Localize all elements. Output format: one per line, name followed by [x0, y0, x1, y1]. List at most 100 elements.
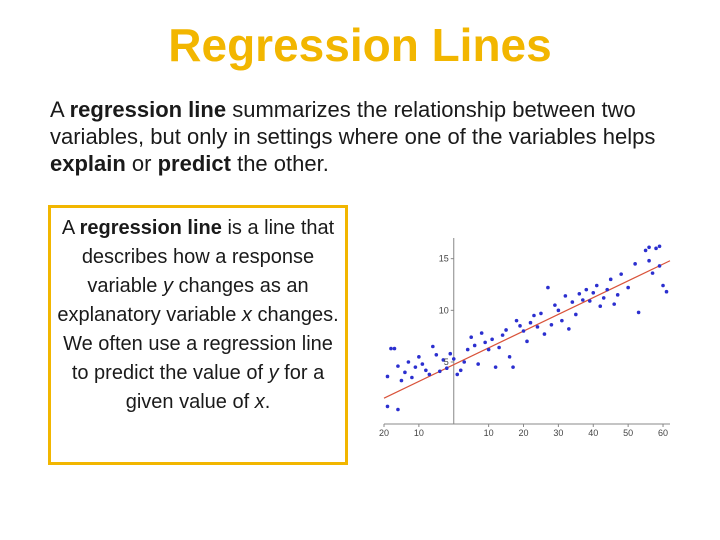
data-point	[507, 355, 512, 359]
data-point	[612, 302, 616, 306]
y-tick-label: 15	[439, 254, 449, 264]
def-var-x: x	[254, 391, 265, 413]
intro-text: summarizes the relationship between two …	[50, 97, 656, 149]
data-point	[406, 360, 411, 364]
data-point	[420, 362, 425, 366]
data-point	[448, 351, 453, 356]
y-tick-label: 10	[439, 305, 449, 315]
prediction-paragraph: We often use a regression line to predic…	[57, 330, 339, 417]
data-point	[434, 352, 439, 357]
data-point	[528, 320, 533, 325]
data-point	[518, 324, 522, 328]
data-point	[584, 287, 589, 292]
data-point	[591, 290, 596, 295]
definition-paragraph: A regression line is a line that describ…	[57, 214, 339, 330]
data-point	[643, 248, 648, 253]
data-point	[657, 244, 662, 249]
intro-paragraph: A regression line summarizes the relatio…	[50, 96, 690, 177]
data-point	[476, 362, 480, 366]
data-point	[424, 368, 428, 373]
x-tick-label: 40	[588, 428, 598, 438]
data-point	[451, 357, 456, 361]
data-point	[493, 365, 498, 369]
data-point	[396, 364, 400, 368]
scatter-plot: 20 10 10 20 30 40 50 60 5 10 15	[379, 238, 671, 438]
tick-labels: 20 10 10 20 30 40 50 60 5 10 15	[379, 254, 668, 438]
data-point	[403, 370, 407, 375]
def-text: is a line that describes how a response …	[81, 217, 335, 297]
data-point	[608, 277, 613, 282]
x-tick-label: 20	[519, 428, 529, 438]
data-point	[664, 289, 669, 294]
data-point	[465, 347, 470, 352]
data-point	[532, 313, 536, 318]
x-tick-label: 20	[379, 428, 389, 438]
data-point	[417, 355, 421, 359]
data-point	[385, 374, 390, 379]
data-point	[490, 337, 494, 342]
data-point	[539, 311, 543, 316]
data-point	[577, 292, 582, 296]
data-point	[392, 346, 397, 351]
def-var-y: y	[162, 275, 173, 297]
data-point	[560, 318, 564, 323]
data-point	[574, 312, 578, 317]
intro-bold-predict: predict	[157, 151, 231, 176]
data-point	[563, 294, 568, 298]
data-point	[535, 325, 540, 329]
data-point	[462, 360, 467, 364]
data-points	[385, 244, 669, 412]
data-point	[546, 285, 550, 290]
data-point	[500, 333, 505, 337]
data-point	[472, 343, 477, 348]
data-point	[647, 258, 651, 263]
def-text: A	[61, 217, 80, 239]
regression-line-layer	[383, 260, 671, 399]
def-text: changes as an explanatory variable	[57, 275, 309, 326]
data-point	[410, 375, 414, 380]
y-tick-label: 5	[444, 357, 449, 367]
x-tick-label: 50	[623, 428, 633, 438]
data-point	[504, 328, 508, 332]
x-tick-label: 10	[414, 428, 424, 438]
data-point	[438, 369, 442, 374]
data-point	[525, 339, 529, 344]
data-point	[661, 283, 665, 288]
intro-bold-term: regression line	[69, 97, 227, 122]
data-point	[542, 332, 547, 336]
def-text: We often use a regression line to predic…	[63, 333, 333, 384]
data-point	[511, 365, 515, 369]
data-point	[469, 335, 473, 339]
data-point	[441, 358, 446, 362]
data-point	[413, 365, 418, 369]
x-tick-label: 10	[484, 428, 494, 438]
intro-text: the other.	[230, 151, 329, 176]
data-point	[567, 327, 571, 331]
data-point	[389, 346, 393, 351]
data-point	[479, 331, 484, 335]
data-point	[647, 245, 651, 250]
data-point	[399, 378, 404, 383]
data-point	[385, 404, 390, 409]
x-tick-label: 30	[553, 428, 563, 438]
data-point	[427, 372, 432, 377]
data-point	[486, 347, 491, 352]
data-point	[654, 246, 658, 251]
def-bold-term: regression line	[79, 217, 222, 239]
data-point	[615, 293, 620, 297]
data-point	[605, 287, 610, 292]
data-point	[598, 304, 603, 308]
data-point	[633, 262, 637, 266]
data-point	[396, 407, 400, 412]
data-point	[636, 310, 641, 315]
plot-axes	[384, 238, 670, 425]
data-point	[514, 318, 519, 323]
data-point	[521, 329, 526, 333]
data-point	[594, 283, 599, 288]
data-point	[455, 372, 460, 377]
data-point	[458, 368, 463, 373]
data-point	[657, 264, 662, 268]
def-text: for a given value of	[125, 362, 325, 413]
intro-bold-explain: explain	[50, 151, 126, 176]
x-tick-label: 60	[658, 428, 668, 438]
